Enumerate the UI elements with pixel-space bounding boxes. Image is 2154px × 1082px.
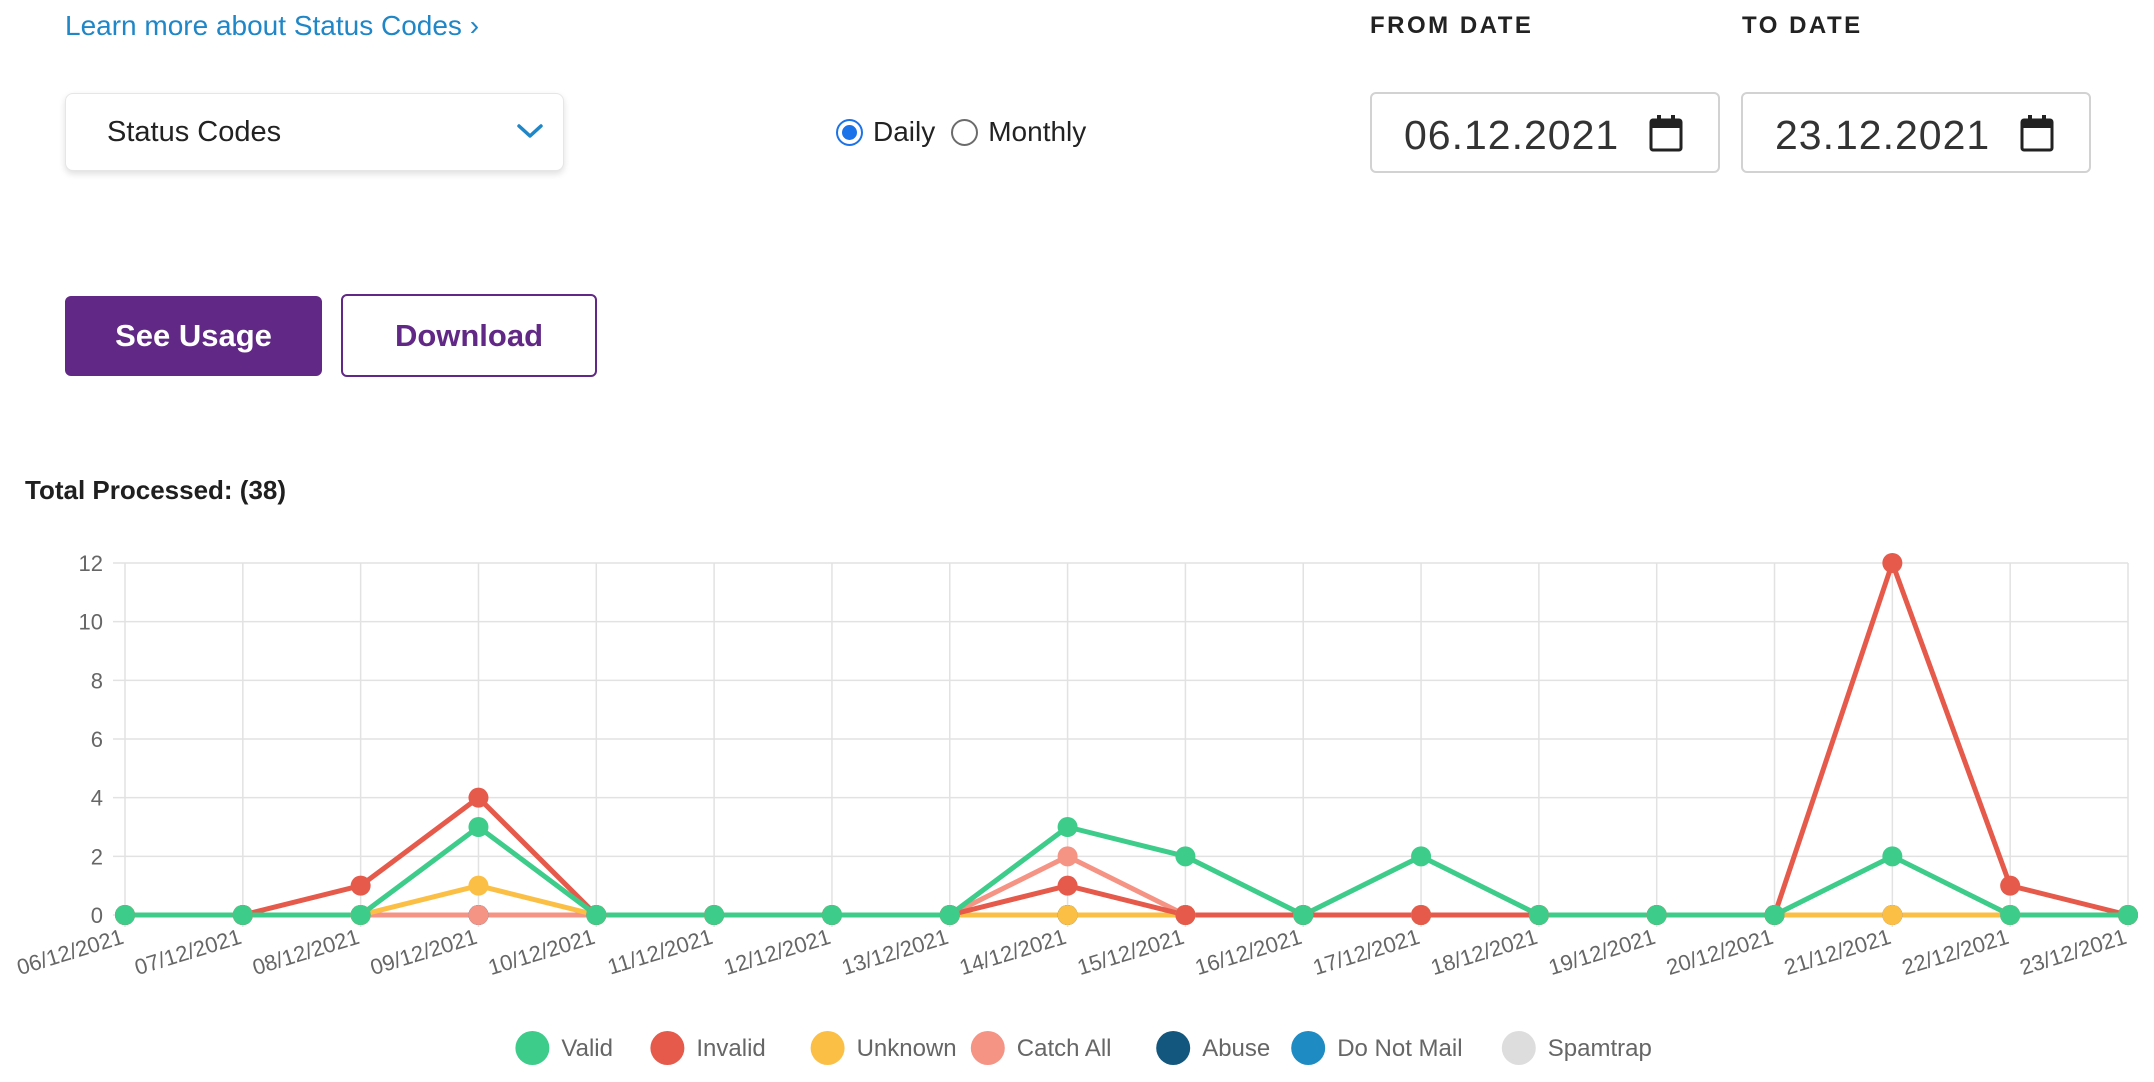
x-tick-label: 06/12/2021 [14, 924, 127, 980]
radio-daily[interactable] [836, 118, 863, 146]
data-point-valid [821, 905, 842, 925]
legend-label-catch-all: Catch All [1017, 1035, 1112, 1062]
x-tick-label: 23/12/2021 [2017, 924, 2130, 980]
legend-swatch-valid [515, 1031, 550, 1065]
x-tick-label: 13/12/2021 [839, 924, 952, 980]
y-tick-label: 10 [79, 610, 103, 635]
to-date-value: 23.12.2021 [1775, 112, 1991, 158]
x-tick-label: 14/12/2021 [956, 924, 1069, 980]
status-codes-line-chart: 0 2 4 6 8 10 12 06/12/2021 07/12/2021 08/12/2021 0… [14, 551, 2138, 1065]
y-tick-label: 0 [91, 903, 103, 928]
data-point-valid [939, 905, 960, 925]
x-tick-label: 16/12/2021 [1192, 924, 1305, 980]
radio-monthly[interactable] [951, 118, 979, 146]
legend-label-invalid: Invalid [696, 1035, 765, 1062]
to-date-label: TO DATE [1742, 12, 1863, 39]
x-tick-label: 07/12/2021 [132, 924, 245, 980]
series-line-valid [125, 824, 2128, 918]
data-point-valid [350, 905, 371, 925]
data-point-valid [1411, 846, 1432, 867]
data-point-invalid [1175, 905, 1196, 925]
from-date-input[interactable]: 06.12.2021 [1370, 92, 1720, 173]
legend-label-spamtrap: Spamtrap [1548, 1035, 1652, 1062]
data-point-invalid [2000, 875, 2021, 896]
x-tick-label: 11/12/2021 [605, 924, 716, 980]
data-point-valid [1646, 905, 1667, 925]
legend-swatch-spamtrap [1501, 1031, 1536, 1065]
data-point-valid [232, 905, 253, 925]
data-point-invalid [350, 875, 371, 896]
x-tick-label: 21/12/2021 [1781, 924, 1894, 980]
data-point-valid [468, 817, 489, 837]
calendar-icon[interactable] [2020, 114, 2054, 152]
legend-swatch-catch-all [970, 1031, 1005, 1065]
x-tick-label: 15/12/2021 [1074, 924, 1187, 980]
x-tick-label: 19/12/2021 [1546, 924, 1659, 980]
data-point-invalid [1882, 553, 1903, 573]
chevron-down-icon [517, 124, 543, 138]
data-point-valid [1057, 817, 1078, 837]
select-value: Status Codes [107, 116, 282, 148]
from-date-value: 06.12.2021 [1404, 112, 1620, 158]
data-point-unknown [1882, 905, 1903, 925]
legend-label-abuse: Abuse [1202, 1035, 1270, 1062]
from-date-label: FROM DATE [1370, 12, 1534, 39]
data-point-valid [1764, 905, 1785, 925]
y-tick-label: 4 [91, 786, 103, 811]
x-tick-label: 09/12/2021 [367, 924, 480, 980]
to-date-input[interactable]: 23.12.2021 [1741, 92, 2091, 173]
x-tick-label: 12/12/2021 [721, 924, 834, 980]
data-point-valid [2118, 905, 2138, 925]
data-point-valid [115, 905, 135, 925]
data-point-catch-all [1057, 846, 1078, 867]
total-processed: Total Processed: (38) [25, 475, 287, 505]
radio-monthly-label[interactable]: Monthly [988, 116, 1087, 147]
y-tick-label: 12 [79, 551, 103, 576]
legend-swatch-abuse [1156, 1031, 1191, 1065]
status-codes-select[interactable]: Status Codes [65, 93, 564, 171]
legend-label-unknown: Unknown [857, 1035, 957, 1062]
x-tick-label: 22/12/2021 [1899, 924, 2012, 980]
data-point-unknown [468, 875, 489, 896]
data-point-invalid [1411, 905, 1432, 925]
x-tick-label: 20/12/2021 [1663, 924, 1776, 980]
legend-swatch-unknown [810, 1031, 845, 1065]
y-tick-label: 2 [91, 844, 103, 869]
x-tick-label: 08/12/2021 [250, 924, 363, 980]
series-line-unknown [125, 883, 2128, 918]
data-point-valid [704, 905, 725, 925]
data-point-valid [1882, 846, 1903, 867]
y-tick-label: 6 [91, 727, 103, 752]
radio-daily-label[interactable]: Daily [873, 116, 936, 147]
legend-label-do-not-mail: Do Not Mail [1337, 1035, 1462, 1062]
x-tick-label: 18/12/2021 [1428, 924, 1541, 980]
y-tick-label: 8 [91, 668, 103, 693]
period-radio-group: Daily Monthly [836, 112, 1086, 152]
data-point-valid [1293, 905, 1314, 925]
legend-swatch-invalid [650, 1031, 685, 1065]
x-tick-label: 10/12/2021 [485, 924, 598, 980]
data-point-valid [1528, 905, 1549, 925]
data-point-invalid [468, 787, 489, 808]
legend-swatch-do-not-mail [1291, 1031, 1326, 1065]
data-point-valid [2000, 905, 2021, 925]
learn-more-link[interactable]: Learn more about Status Codes › [65, 10, 480, 41]
download-button[interactable]: Download [341, 294, 597, 377]
data-point-valid [1175, 846, 1196, 867]
x-tick-label: 17/12/2021 [1310, 924, 1423, 980]
series-line-invalid [125, 560, 2129, 918]
data-point-invalid [1057, 875, 1078, 896]
data-point-unknown [1057, 905, 1078, 925]
calendar-icon[interactable] [1649, 114, 1683, 152]
legend-label-valid: Valid [561, 1035, 613, 1062]
data-point-catch-all [468, 905, 489, 925]
see-usage-button[interactable]: See Usage [65, 296, 322, 376]
data-point-valid [586, 905, 607, 925]
